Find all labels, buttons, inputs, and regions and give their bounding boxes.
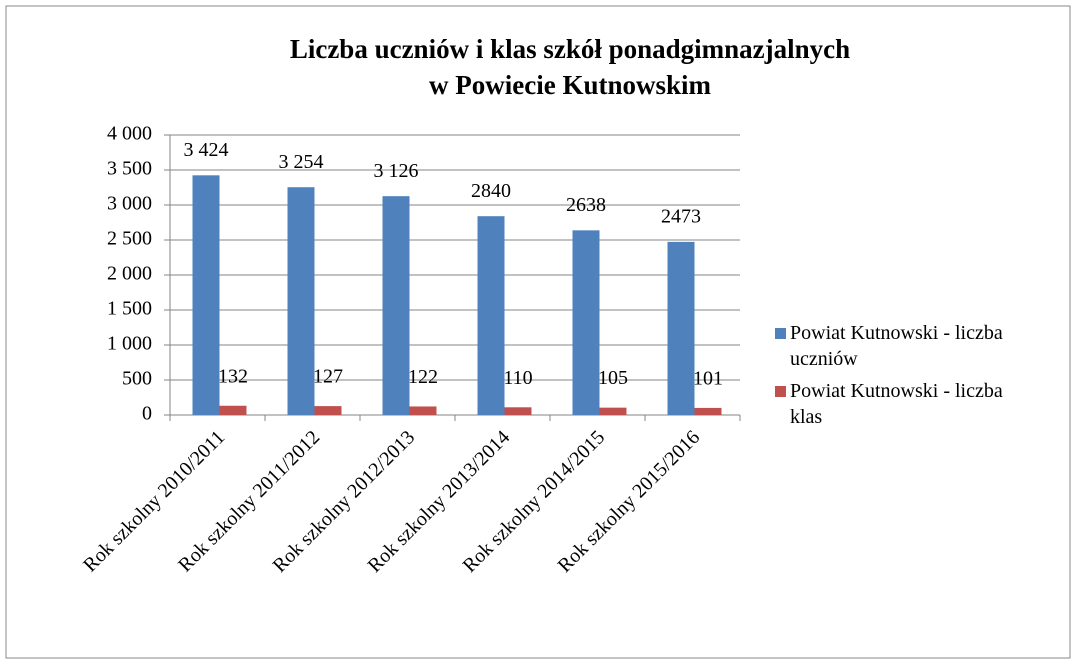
data-label: 3 126 [374,160,419,182]
y-tick-label: 1 500 [107,298,152,320]
legend-swatch [775,386,786,397]
data-label: 101 [693,368,723,390]
data-label: 2638 [566,194,606,216]
legend-swatch [775,328,786,339]
y-tick-label: 2 000 [107,263,152,285]
y-tick-label: 3 500 [107,158,152,180]
data-label: 2840 [471,180,511,202]
bar [667,241,695,415]
data-label: 3 254 [279,151,324,173]
chart-title: w Powiecie Kutnowskim [429,70,711,100]
data-label: 2473 [661,205,701,227]
bar [314,406,342,415]
data-label: 132 [218,365,248,387]
legend-label: Powiat Kutnowski - liczba klas [790,380,1003,428]
bar [192,175,220,415]
legend-item: Powiat Kutnowski - liczba uczniów [775,320,1025,372]
data-label: 122 [408,366,438,388]
y-tick-label: 2 500 [107,228,152,250]
bar [409,406,437,415]
data-label: 3 424 [184,139,229,161]
bar [219,405,247,415]
y-tick-label: 3 000 [107,193,152,215]
bar [504,407,532,415]
bar [477,216,505,415]
bar [694,407,722,415]
data-label: 110 [503,367,532,389]
chart-frame [5,5,1071,659]
bar [572,230,600,415]
y-tick-label: 1 000 [107,333,152,355]
chart-title: Liczba uczniów i klas szkół ponadgimnazj… [290,34,850,64]
legend-label: Powiat Kutnowski - liczba uczniów [790,322,1003,370]
data-label: 105 [598,367,628,389]
legend: Powiat Kutnowski - liczba uczniów Powiat … [775,320,1025,436]
legend-item: Powiat Kutnowski - liczba klas [775,378,1025,430]
bar [382,196,410,415]
y-tick-label: 500 [122,368,152,390]
data-label: 127 [313,366,343,388]
bar [287,187,315,415]
bar [599,407,627,415]
y-tick-label: 0 [142,403,152,425]
y-tick-label: 4 000 [107,123,152,145]
